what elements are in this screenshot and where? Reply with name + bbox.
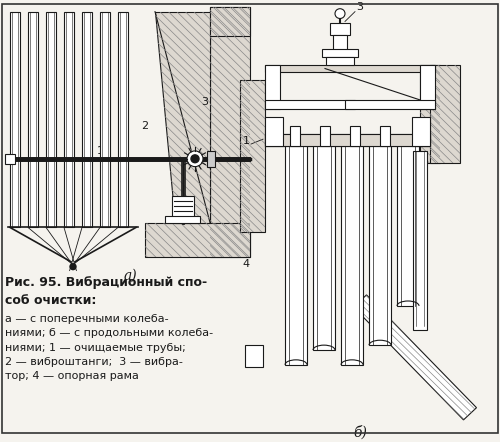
Polygon shape xyxy=(430,65,460,163)
Bar xyxy=(82,11,92,228)
Bar xyxy=(322,49,358,57)
Bar xyxy=(265,100,355,109)
Bar xyxy=(28,11,38,228)
Bar xyxy=(165,216,200,222)
Text: 4: 4 xyxy=(243,259,250,269)
Bar xyxy=(265,65,435,72)
Bar xyxy=(320,126,330,146)
Bar xyxy=(265,117,283,146)
Bar xyxy=(46,11,56,228)
Bar xyxy=(326,57,354,65)
Bar xyxy=(413,151,427,331)
Polygon shape xyxy=(420,65,440,163)
Bar xyxy=(5,154,15,164)
Polygon shape xyxy=(155,11,210,222)
Polygon shape xyxy=(210,7,250,257)
Text: Рис. 95. Вибрационный спо-
соб очистки:: Рис. 95. Вибрационный спо- соб очистки: xyxy=(5,277,207,308)
Bar xyxy=(341,146,363,365)
Polygon shape xyxy=(265,134,430,146)
Polygon shape xyxy=(354,295,476,420)
Circle shape xyxy=(335,9,345,19)
Bar xyxy=(369,146,391,345)
Bar xyxy=(290,126,300,146)
Circle shape xyxy=(187,151,203,167)
Circle shape xyxy=(191,155,199,163)
Circle shape xyxy=(70,264,76,270)
Polygon shape xyxy=(240,80,265,232)
Text: 1: 1 xyxy=(96,146,103,156)
Text: а): а) xyxy=(123,269,137,282)
Bar xyxy=(265,134,430,146)
Bar xyxy=(333,35,347,53)
Bar xyxy=(397,146,419,306)
Bar xyxy=(285,146,307,365)
Polygon shape xyxy=(145,222,250,257)
Bar xyxy=(118,11,128,228)
Bar xyxy=(420,65,435,109)
Bar xyxy=(64,11,74,228)
Bar xyxy=(313,146,335,350)
Polygon shape xyxy=(210,7,250,36)
Bar xyxy=(350,126,360,146)
Bar xyxy=(265,65,280,109)
Text: б): б) xyxy=(353,426,367,440)
Bar xyxy=(100,11,110,228)
Text: 2: 2 xyxy=(142,122,148,131)
Bar xyxy=(245,345,263,367)
Text: 3: 3 xyxy=(202,97,208,107)
Text: 1: 1 xyxy=(243,136,250,146)
Bar xyxy=(172,196,194,217)
Text: 3: 3 xyxy=(356,2,364,11)
Bar xyxy=(345,100,435,109)
Text: а — с поперечными колеба-
ниями; б — с продольными колеба-
ниями; 1 — очищаемые : а — с поперечными колеба- ниями; б — с п… xyxy=(5,314,213,381)
Bar xyxy=(412,117,430,146)
Bar xyxy=(10,11,20,228)
Text: 2: 2 xyxy=(427,72,434,82)
Bar xyxy=(330,23,350,35)
Bar xyxy=(380,126,390,146)
Bar xyxy=(207,151,215,167)
